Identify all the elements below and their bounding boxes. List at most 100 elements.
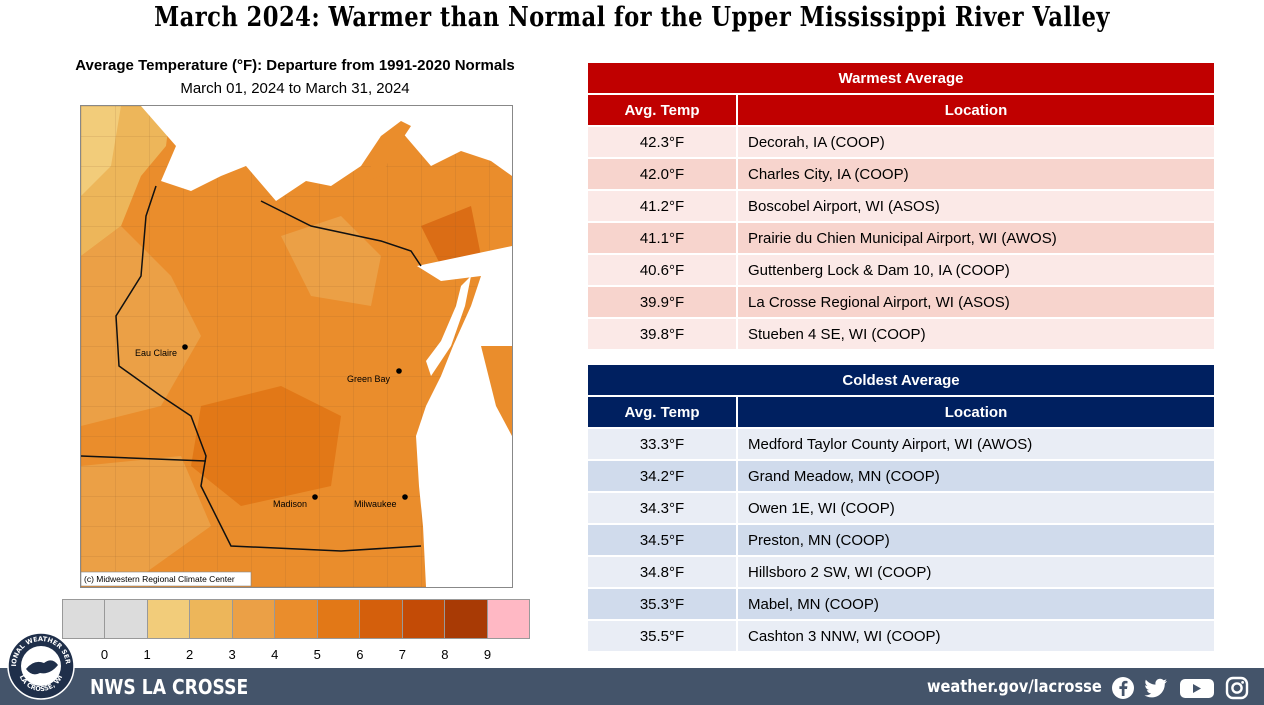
table-row: 42.0°F Charles City, IA (COOP) — [588, 159, 1214, 189]
facebook-icon[interactable] — [1110, 676, 1136, 700]
location-cell: Owen 1E, WI (COOP) — [736, 493, 1214, 523]
office-url[interactable]: weather.gov/lacrosse — [927, 677, 1102, 697]
avg-temp-cell: 42.3°F — [588, 127, 736, 157]
coldest-table: Coldest Average Avg. Temp Location 33.3°… — [588, 363, 1214, 653]
location-cell: Preston, MN (COOP) — [736, 525, 1214, 555]
instagram-icon[interactable] — [1224, 676, 1250, 700]
location-cell: Grand Meadow, MN (COOP) — [736, 461, 1214, 491]
table-row: 41.1°F Prairie du Chien Municipal Airport… — [588, 223, 1214, 253]
table-row: 39.9°F La Crosse Regional Airport, WI (AS… — [588, 287, 1214, 317]
coldest-col-temp: Avg. Temp — [588, 397, 736, 427]
location-cell: Mabel, MN (COOP) — [736, 589, 1214, 619]
location-cell: Cashton 3 NNW, WI (COOP) — [736, 621, 1214, 651]
legend-swatch — [275, 600, 318, 638]
temperature-departure-map: Eau Claire Green Bay Madison Milwaukee (… — [80, 105, 513, 588]
avg-temp-cell: 34.3°F — [588, 493, 736, 523]
avg-temp-cell: 41.1°F — [588, 223, 736, 253]
madison-dot — [312, 494, 318, 500]
legend-swatch — [232, 600, 276, 638]
legend-swatch — [105, 600, 148, 638]
location-cell: Hillsboro 2 SW, WI (COOP) — [736, 557, 1214, 587]
warmest-col-temp: Avg. Temp — [588, 95, 736, 125]
table-row: 35.5°F Cashton 3 NNW, WI (COOP) — [588, 621, 1214, 651]
legend-swatch — [487, 600, 529, 638]
warmest-col-location: Location — [736, 95, 1214, 125]
table-row: 39.8°F Stueben 4 SE, WI (COOP) — [588, 319, 1214, 349]
avg-temp-cell: 34.5°F — [588, 525, 736, 555]
twitter-icon[interactable] — [1143, 676, 1169, 700]
legend-swatch — [402, 600, 446, 638]
legend-tick-label: 2 — [186, 647, 194, 662]
map-title: Average Temperature (°F): Departure from… — [75, 57, 515, 74]
legend-ticks: 0 1 2 3 4 5 6 7 8 9 — [62, 647, 530, 663]
legend-tick-label: 7 — [398, 647, 406, 662]
footer-bar: NWS LA CROSSE weather.gov/lacrosse — [0, 668, 1264, 705]
legend-swatch — [190, 600, 233, 638]
green-bay-dot — [396, 368, 402, 374]
coldest-col-location: Location — [736, 397, 1214, 427]
location-cell: Medford Taylor County Airport, WI (AWOS) — [736, 429, 1214, 459]
avg-temp-cell: 42.0°F — [588, 159, 736, 189]
legend-swatch — [317, 600, 361, 638]
green-bay-label: Green Bay — [347, 374, 391, 384]
avg-temp-cell: 33.3°F — [588, 429, 736, 459]
table-row: 42.3°F Decorah, IA (COOP) — [588, 127, 1214, 157]
state-border-wi-west — [115, 185, 422, 552]
location-cell: Decorah, IA (COOP) — [736, 127, 1214, 157]
coldest-table-title: Coldest Average — [588, 365, 1214, 395]
keweenaw-peninsula — [366, 121, 411, 181]
legend-tick-label: 4 — [271, 647, 279, 662]
lake-michigan — [416, 246, 512, 587]
map-credit: (c) Midwestern Regional Climate Center — [84, 574, 235, 584]
legend-tick-label: 0 — [100, 647, 109, 662]
table-row: 33.3°F Medford Taylor County Airport, WI … — [588, 429, 1214, 459]
location-cell: La Crosse Regional Airport, WI (ASOS) — [736, 287, 1214, 317]
location-cell: Charles City, IA (COOP) — [736, 159, 1214, 189]
color-legend — [62, 599, 530, 639]
legend-tick-label: 3 — [228, 647, 236, 662]
avg-temp-cell: 34.2°F — [588, 461, 736, 491]
state-border-wi-mi — [260, 200, 422, 267]
table-row: 34.5°F Preston, MN (COOP) — [588, 525, 1214, 555]
avg-temp-cell: 40.6°F — [588, 255, 736, 285]
table-row: 41.2°F Boscobel Airport, WI (ASOS) — [588, 191, 1214, 221]
green-bay-water — [426, 276, 471, 376]
legend-tick-label: 8 — [441, 647, 449, 662]
michigan-shore — [481, 346, 512, 436]
lake-superior — [141, 106, 512, 201]
madison-label: Madison — [273, 499, 307, 509]
map-graphic: Eau Claire Green Bay Madison Milwaukee (… — [81, 106, 512, 587]
warmest-table-title: Warmest Average — [588, 63, 1214, 93]
legend-tick-label: 5 — [313, 647, 321, 662]
credit-box — [81, 571, 252, 587]
office-name: NWS LA CROSSE — [90, 675, 249, 699]
milwaukee-label: Milwaukee — [354, 499, 397, 509]
table-row: 34.3°F Owen 1E, WI (COOP) — [588, 493, 1214, 523]
location-cell: Stueben 4 SE, WI (COOP) — [736, 319, 1214, 349]
table-row: 34.2°F Grand Meadow, MN (COOP) — [588, 461, 1214, 491]
avg-temp-cell: 39.9°F — [588, 287, 736, 317]
legend-tick-label: 1 — [143, 647, 151, 662]
location-cell: Prairie du Chien Municipal Airport, WI (… — [736, 223, 1214, 253]
table-row: 40.6°F Guttenberg Lock & Dam 10, IA (COOP… — [588, 255, 1214, 285]
eau-claire-dot — [182, 344, 188, 350]
table-row: 35.3°F Mabel, MN (COOP) — [588, 589, 1214, 619]
legend-tick-label: 9 — [483, 647, 492, 662]
location-cell: Boscobel Airport, WI (ASOS) — [736, 191, 1214, 221]
legend-swatch — [445, 600, 488, 638]
avg-temp-cell: 34.8°F — [588, 557, 736, 587]
legend-swatch — [147, 600, 191, 638]
legend-swatch — [63, 600, 106, 638]
state-border-mn-ia — [81, 455, 207, 462]
nws-logo-icon: NATIONAL WEATHER SERVICE LA CROSSE, WI — [6, 631, 75, 700]
youtube-icon[interactable] — [1179, 676, 1215, 700]
avg-temp-cell: 35.3°F — [588, 589, 736, 619]
warmest-table: Warmest Average Avg. Temp Location 42.3°… — [588, 61, 1214, 351]
avg-temp-cell: 35.5°F — [588, 621, 736, 651]
milwaukee-dot — [402, 494, 408, 500]
map-date-range: March 01, 2024 to March 31, 2024 — [180, 80, 410, 97]
page-title: March 2024: Warmer than Normal for the U… — [154, 2, 1110, 33]
avg-temp-cell: 39.8°F — [588, 319, 736, 349]
eau-claire-label: Eau Claire — [135, 348, 177, 358]
avg-temp-cell: 41.2°F — [588, 191, 736, 221]
